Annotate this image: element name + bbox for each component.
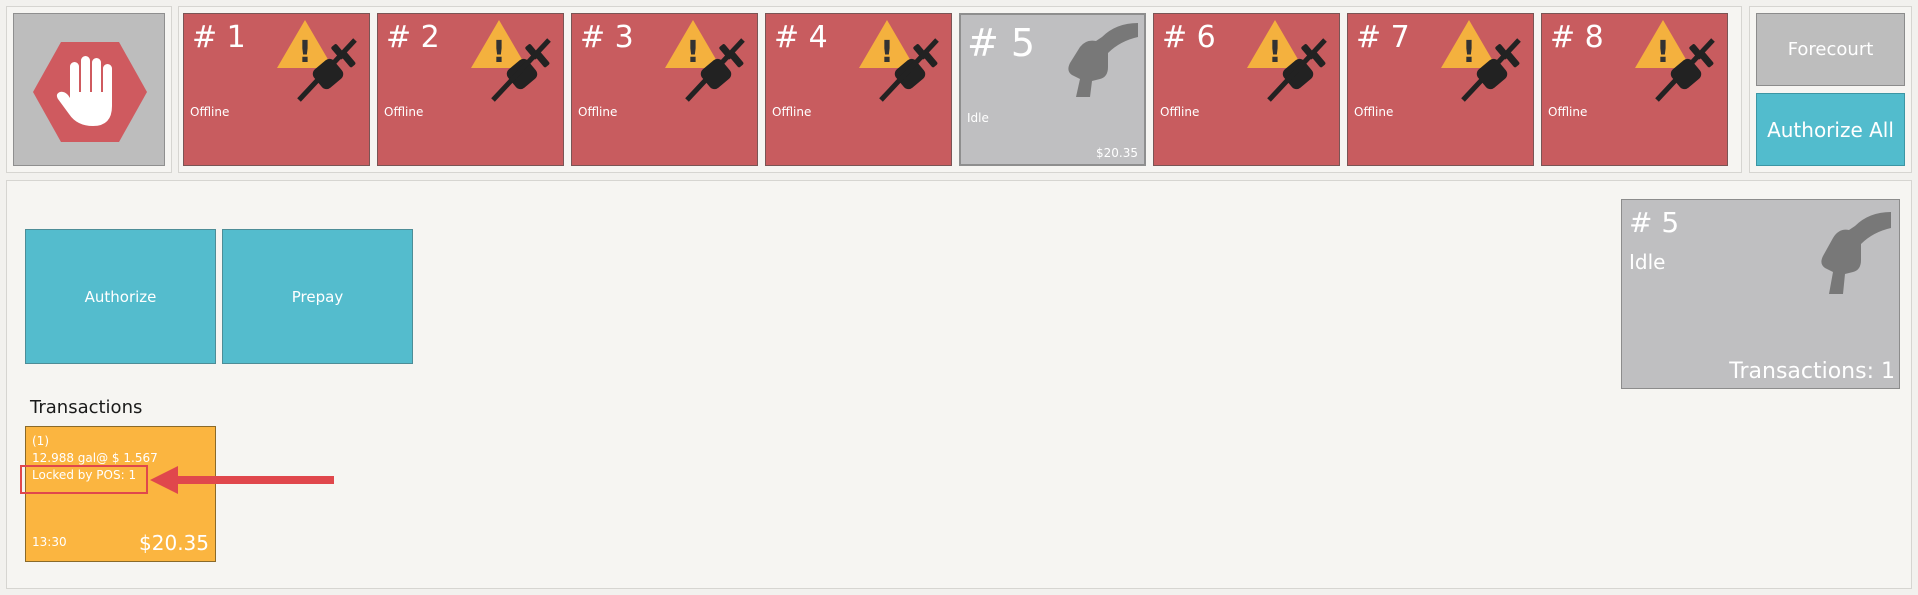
fuel-nozzle-icon [1068, 23, 1138, 97]
pump-status: Offline [190, 105, 230, 119]
svg-text:!: ! [686, 35, 700, 70]
pump-number: # 5 [967, 21, 1036, 65]
pump-number: # 7 [1356, 20, 1410, 55]
selected-pump-detail[interactable]: # 5 Idle Transactions: 1 [1621, 199, 1900, 389]
svg-text:!: ! [1462, 35, 1476, 70]
pump-status: Offline [1160, 105, 1200, 119]
pump-7[interactable]: # 7 ! Offline [1347, 13, 1534, 166]
offline-warning-icon: ! [859, 20, 939, 102]
svg-text:!: ! [1268, 35, 1282, 70]
authorize-button[interactable]: Authorize [25, 229, 216, 364]
emergency-stop-button[interactable] [13, 13, 165, 166]
offline-warning-icon: ! [1635, 20, 1715, 102]
authorize-all-button[interactable]: Authorize All [1756, 93, 1905, 166]
svg-text:!: ! [298, 35, 312, 70]
pump-number: # 3 [580, 20, 634, 55]
pump-number: # 6 [1162, 20, 1216, 55]
offline-warning-icon: ! [471, 20, 551, 102]
pump-status: Offline [772, 105, 812, 119]
detail-pump-status: Idle [1629, 250, 1666, 274]
pump-number: # 2 [386, 20, 440, 55]
pump-number: # 8 [1550, 20, 1604, 55]
transaction-index: (1) [32, 434, 49, 448]
pump-status: Offline [578, 105, 618, 119]
lock-highlight-box [20, 465, 148, 494]
svg-text:!: ! [492, 35, 506, 70]
offline-warning-icon: ! [1441, 20, 1521, 102]
pump-number: # 4 [774, 20, 828, 55]
svg-text:!: ! [880, 35, 894, 70]
transaction-tile[interactable]: (1) 12.988 gal@ $ 1.567 Locked by POS: 1… [25, 426, 216, 562]
pump-number: # 1 [192, 20, 246, 55]
pump-amount: $20.35 [1096, 146, 1138, 160]
svg-text:!: ! [1656, 35, 1670, 70]
pump-status: Offline [1548, 105, 1588, 119]
pump-status: Offline [384, 105, 424, 119]
fuel-nozzle-icon [1821, 212, 1891, 294]
offline-warning-icon: ! [1247, 20, 1327, 102]
pump-6[interactable]: # 6 ! Offline [1153, 13, 1340, 166]
transaction-lock-status: Locked by POS: 1 [32, 468, 137, 482]
detail-transactions-count: Transactions: 1 [1729, 359, 1895, 384]
pump-3[interactable]: # 3 ! Offline [571, 13, 758, 166]
pump-status: Idle [967, 111, 989, 125]
annotation-arrow-icon [150, 466, 334, 494]
pump-1[interactable]: # 1 ! Offline [183, 13, 370, 166]
stop-hand-icon [33, 42, 147, 142]
pump-5[interactable]: # 5 Idle $20.35 [959, 13, 1146, 166]
transactions-heading: Transactions [30, 397, 143, 418]
pump-8[interactable]: # 8 ! Offline [1541, 13, 1728, 166]
transaction-amount: $20.35 [139, 531, 209, 555]
prepay-button[interactable]: Prepay [222, 229, 413, 364]
pump-2[interactable]: # 2 ! Offline [377, 13, 564, 166]
detail-pump-number: # 5 [1629, 206, 1680, 239]
offline-warning-icon: ! [665, 20, 745, 102]
transaction-time: 13:30 [32, 535, 67, 549]
forecourt-button[interactable]: Forecourt [1756, 13, 1905, 86]
pump-status: Offline [1354, 105, 1394, 119]
offline-warning-icon: ! [277, 20, 357, 102]
pump-4[interactable]: # 4 ! Offline [765, 13, 952, 166]
transaction-volume: 12.988 gal@ $ 1.567 [32, 451, 158, 465]
